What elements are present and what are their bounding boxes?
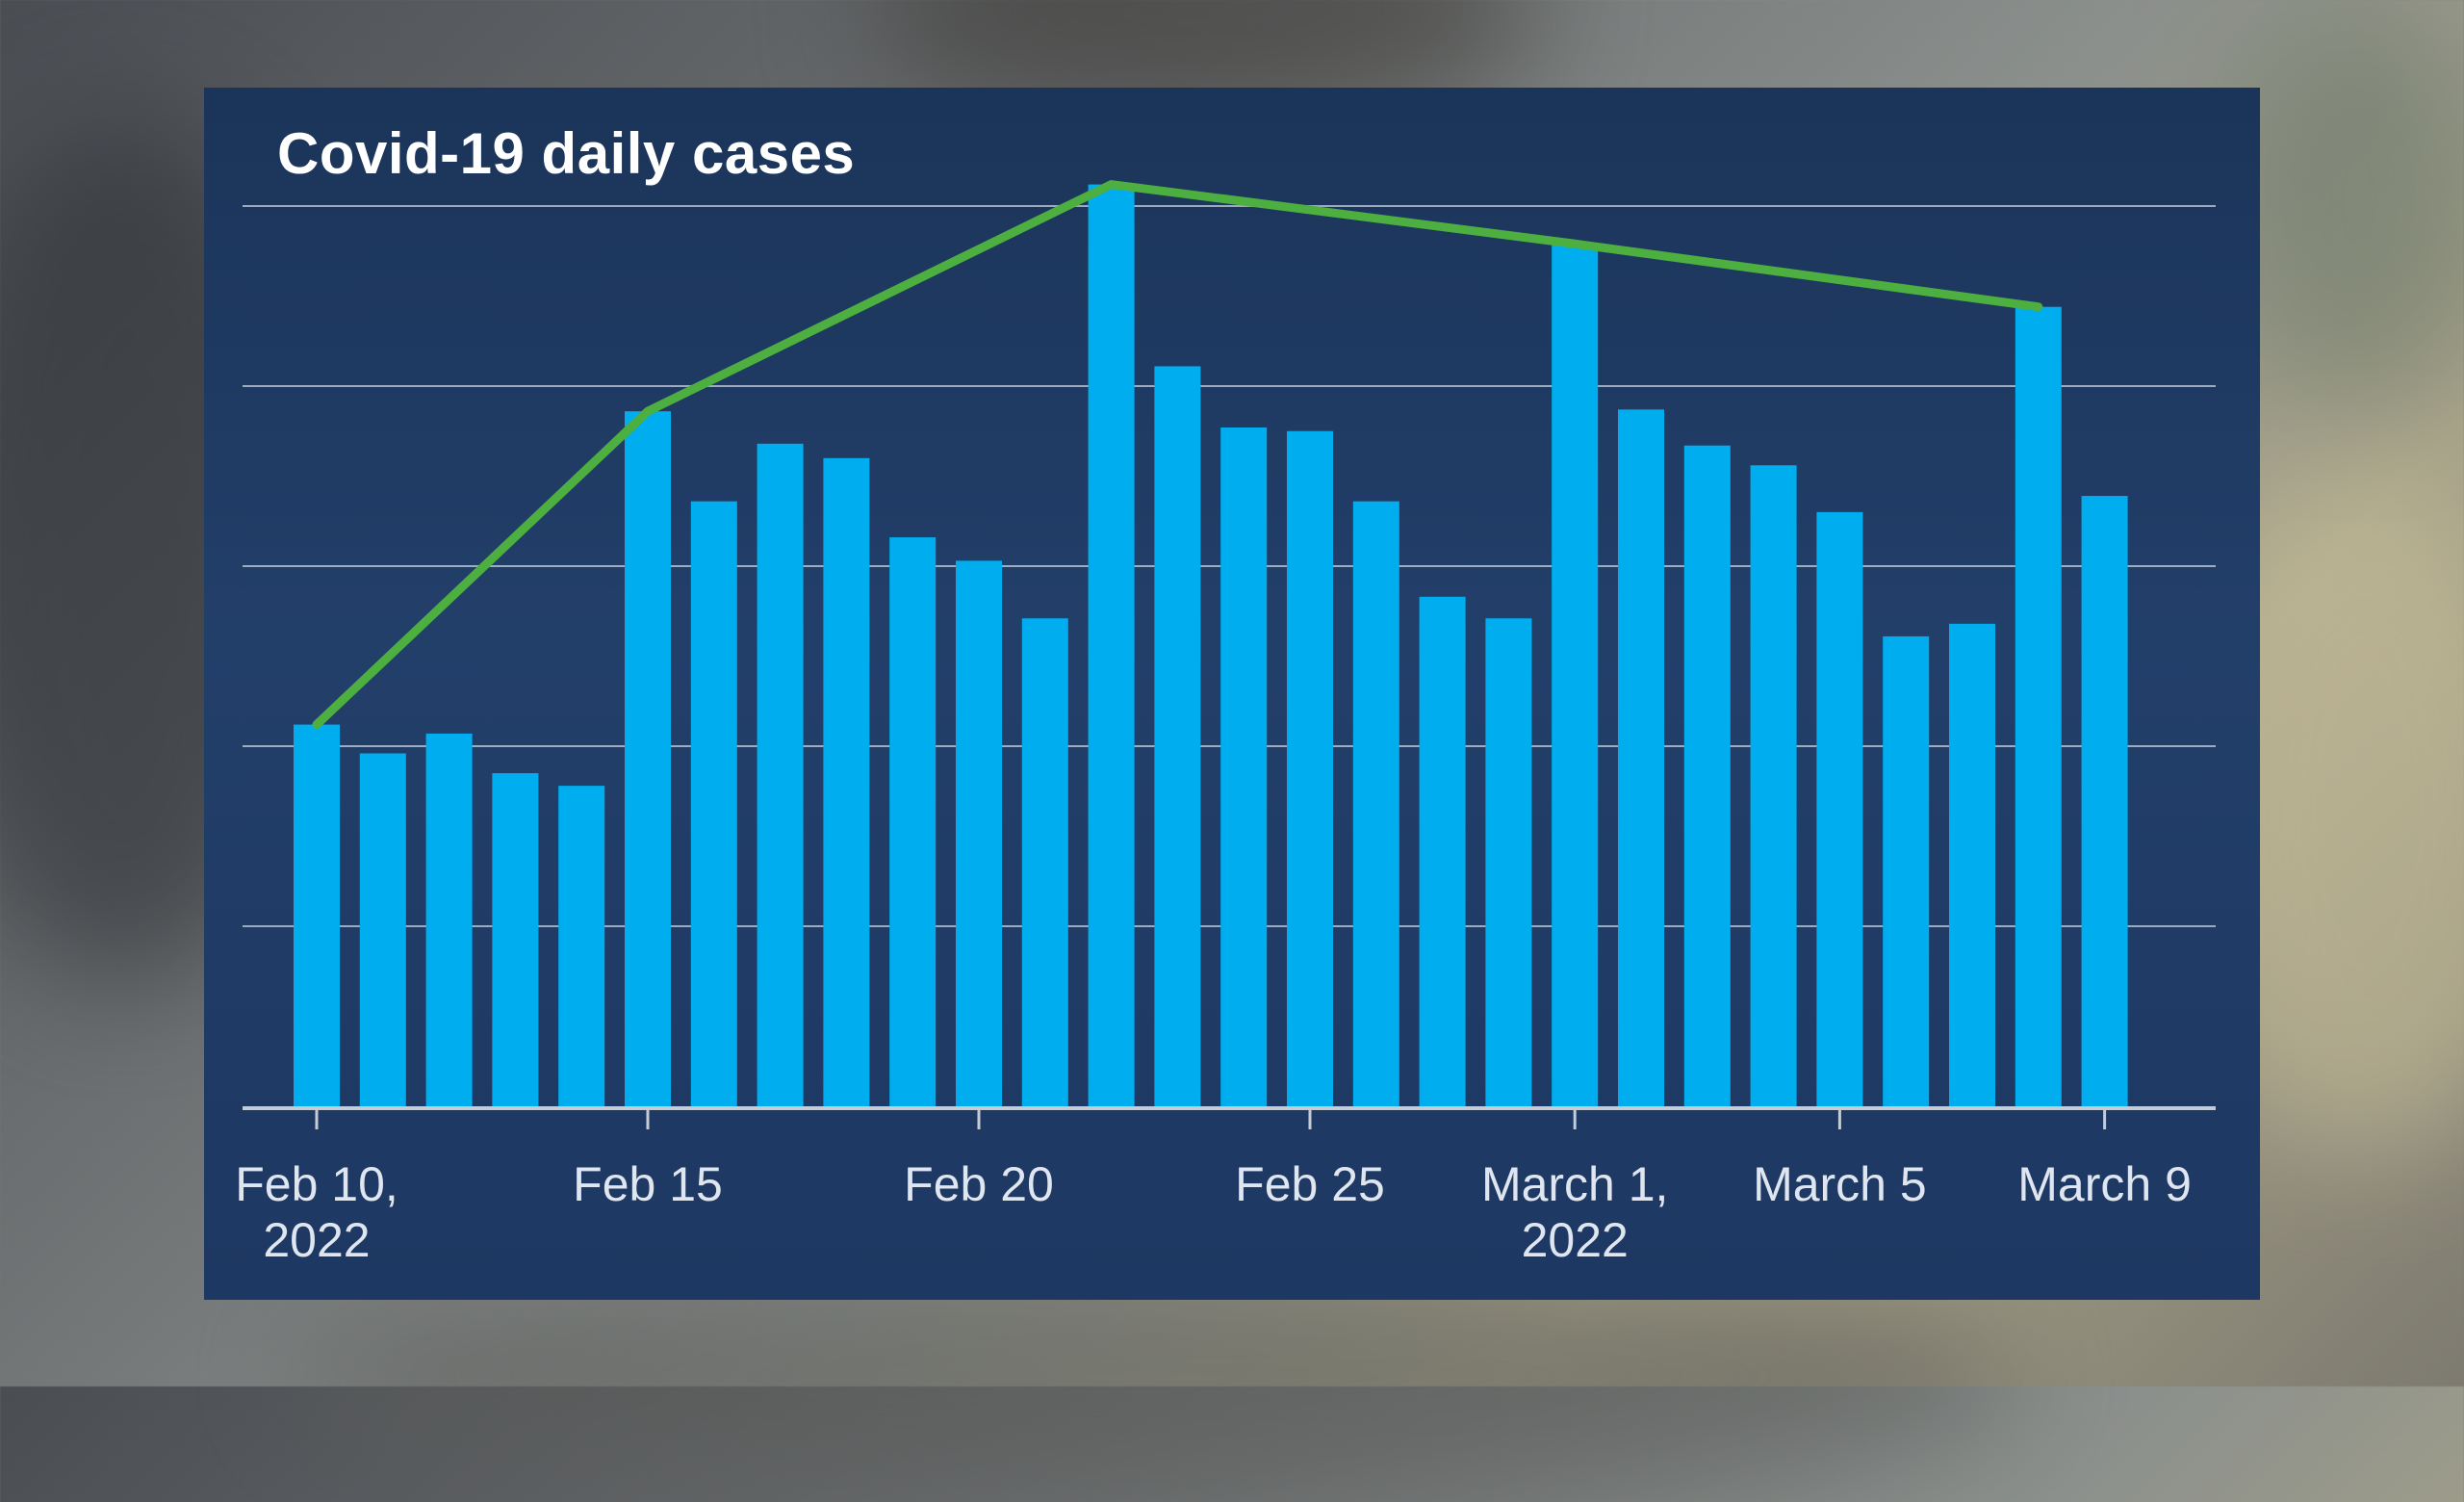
bar-feb-13 [492, 773, 539, 1106]
x-tick-label-5-line-0: March 5 [1753, 1157, 1927, 1211]
bar-feb-21 [1021, 618, 1068, 1106]
chart-panel: Covid-19 daily cases Feb 10, 2022 Feb 15 Fe… [204, 88, 2260, 1300]
trend-polyline [312, 180, 2043, 730]
bar-feb-10 [294, 724, 340, 1106]
bar-feb-27 [1419, 596, 1466, 1106]
bar-mar-4 [1750, 465, 1797, 1106]
bar-feb-23 [1154, 366, 1201, 1106]
bar-mar-9 [2081, 496, 2128, 1106]
x-tick-label-4: March 1, 2022 [1481, 1157, 1669, 1267]
x-tick-label-1: Feb 15 [573, 1157, 723, 1211]
bar-feb-19 [889, 537, 937, 1106]
bar-mar-5 [1816, 511, 1863, 1106]
bar-mar-3 [1683, 445, 1731, 1107]
x-tick-label-0-line-0: Feb 10, [235, 1157, 398, 1211]
x-tick-label-0: Feb 10, 2022 [235, 1157, 398, 1267]
bar-feb-18 [823, 457, 870, 1106]
bar-feb-28 [1485, 618, 1532, 1106]
bar-mar-6 [1883, 635, 1930, 1106]
x-axis [243, 1106, 2216, 1129]
bar-feb-12 [425, 733, 473, 1106]
x-tick-label-5: March 5 [1753, 1157, 1927, 1211]
bar-feb-17 [757, 443, 804, 1107]
bar-mar-1 [1552, 244, 1599, 1106]
x-tick-label-3: Feb 25 [1235, 1157, 1385, 1211]
bar-feb-16 [690, 501, 737, 1106]
x-tick-label-2: Feb 20 [904, 1157, 1054, 1211]
x-tick-label-4-line-0: March 1, [1481, 1157, 1669, 1211]
bar-feb-14 [558, 786, 605, 1106]
bar-series [294, 184, 2128, 1107]
x-tick-label-4-line-1: 2022 [1522, 1213, 1629, 1267]
bar-feb-22 [1088, 184, 1135, 1106]
bar-feb-15 [625, 411, 671, 1106]
bar-mar-2 [1618, 409, 1664, 1106]
bar-feb-26 [1352, 501, 1399, 1106]
bar-mar-8 [2015, 306, 2062, 1107]
trend-line [312, 180, 2043, 730]
chart-title: Covid-19 daily cases [277, 121, 856, 186]
x-tick-label-1-line-0: Feb 15 [573, 1157, 723, 1211]
x-tick-label-0-line-1: 2022 [263, 1213, 370, 1267]
x-tick-label-2-line-0: Feb 20 [904, 1157, 1054, 1211]
x-tick-label-6: March 9 [2017, 1157, 2192, 1211]
bar-feb-24 [1220, 427, 1268, 1106]
bar-feb-11 [359, 753, 406, 1106]
bar-feb-20 [956, 560, 1002, 1106]
x-tick-label-3-line-0: Feb 25 [1235, 1157, 1385, 1211]
bar-mar-7 [1949, 623, 1995, 1106]
bar-feb-25 [1287, 430, 1333, 1106]
x-tick-label-6-line-0: March 9 [2017, 1157, 2192, 1211]
